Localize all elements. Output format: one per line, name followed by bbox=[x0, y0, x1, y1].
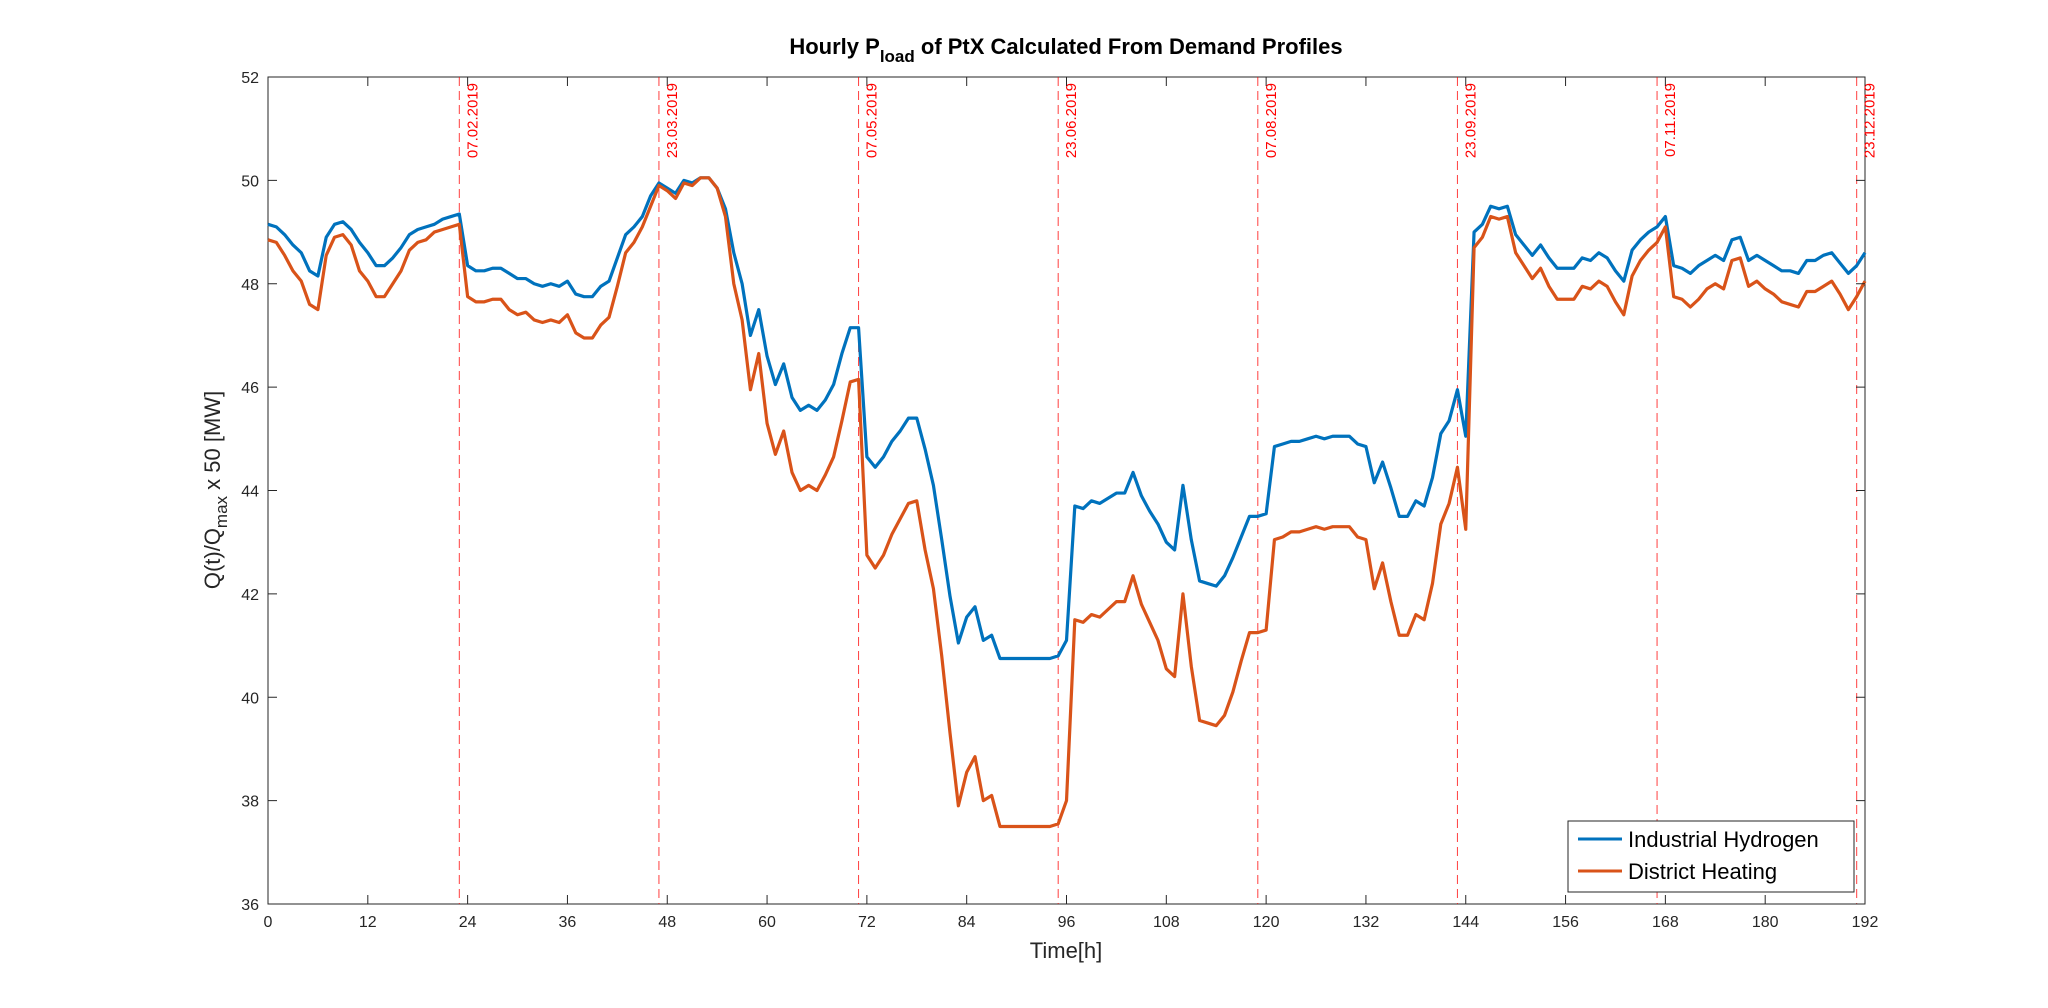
x-tick-label: 192 bbox=[1852, 914, 1879, 931]
legend-label-district-heating: District Heating bbox=[1628, 859, 1777, 884]
x-tick-label: 12 bbox=[359, 914, 377, 931]
x-tick-label: 156 bbox=[1552, 914, 1579, 931]
x-tick-label: 24 bbox=[459, 914, 477, 931]
x-tick-label: 0 bbox=[264, 914, 273, 931]
x-tick-label: 120 bbox=[1253, 914, 1280, 931]
x-tick-label: 108 bbox=[1153, 914, 1180, 931]
x-tick-label: 168 bbox=[1652, 914, 1679, 931]
chart-title: Hourly Pload of PtX Calculated From Dema… bbox=[789, 34, 1342, 66]
x-tick-label: 72 bbox=[858, 914, 876, 931]
date-marker-label: 07.08.2019 bbox=[1263, 83, 1280, 158]
legend-label-industrial-hydrogen: Industrial Hydrogen bbox=[1628, 827, 1819, 852]
y-tick-label: 48 bbox=[241, 277, 259, 294]
x-tick-label: 84 bbox=[958, 914, 976, 931]
y-tick-label: 46 bbox=[241, 380, 259, 397]
series-line-industrial-hydrogen bbox=[267, 176, 1867, 661]
y-tick-label: 40 bbox=[241, 690, 259, 707]
legend: Industrial Hydrogen District Heating bbox=[1567, 820, 1855, 893]
date-markers: 07.02.2019 23.03.2019 07.05.2019 23.06.2019… bbox=[458, 77, 1879, 904]
date-marker-label: 23.09.2019 bbox=[1462, 83, 1479, 158]
y-tick-label: 44 bbox=[241, 484, 259, 501]
date-marker-label: 23.12.2019 bbox=[1862, 83, 1879, 158]
y-tick-label: 52 bbox=[241, 70, 259, 87]
series-lines bbox=[267, 176, 1867, 829]
y-tick-label: 38 bbox=[241, 794, 259, 811]
x-tick-label: 144 bbox=[1452, 914, 1479, 931]
date-marker-label: 07.11.2019 bbox=[1662, 83, 1679, 157]
legend-box bbox=[1567, 820, 1855, 893]
axis-ticks bbox=[267, 76, 1866, 905]
y-tick-label: 50 bbox=[241, 173, 259, 190]
y-tick-labels: 36 38 40 42 44 46 48 50 52 bbox=[241, 70, 259, 914]
y-axis-label: Q(t)/Qmax x 50 [MW] bbox=[200, 391, 231, 589]
x-tick-label: 96 bbox=[1058, 914, 1076, 931]
date-marker-label: 23.03.2019 bbox=[664, 83, 681, 158]
x-tick-label: 60 bbox=[758, 914, 776, 931]
date-marker-label: 23.06.2019 bbox=[1063, 83, 1080, 158]
y-tick-label: 42 bbox=[241, 587, 259, 604]
series-line-district-heating bbox=[267, 176, 1867, 829]
date-marker-label: 07.05.2019 bbox=[864, 83, 881, 158]
y-tick-label: 36 bbox=[241, 897, 259, 914]
x-tick-labels: 0 12 24 36 48 60 72 84 96 108 120 132 144 156 168 180 19… bbox=[264, 914, 1879, 931]
x-tick-label: 180 bbox=[1752, 914, 1779, 931]
x-tick-label: 132 bbox=[1353, 914, 1380, 931]
x-axis-label: Time[h] bbox=[1030, 938, 1103, 963]
date-marker-label: 07.02.2019 bbox=[464, 83, 481, 158]
x-tick-label: 36 bbox=[559, 914, 577, 931]
x-tick-label: 48 bbox=[658, 914, 676, 931]
